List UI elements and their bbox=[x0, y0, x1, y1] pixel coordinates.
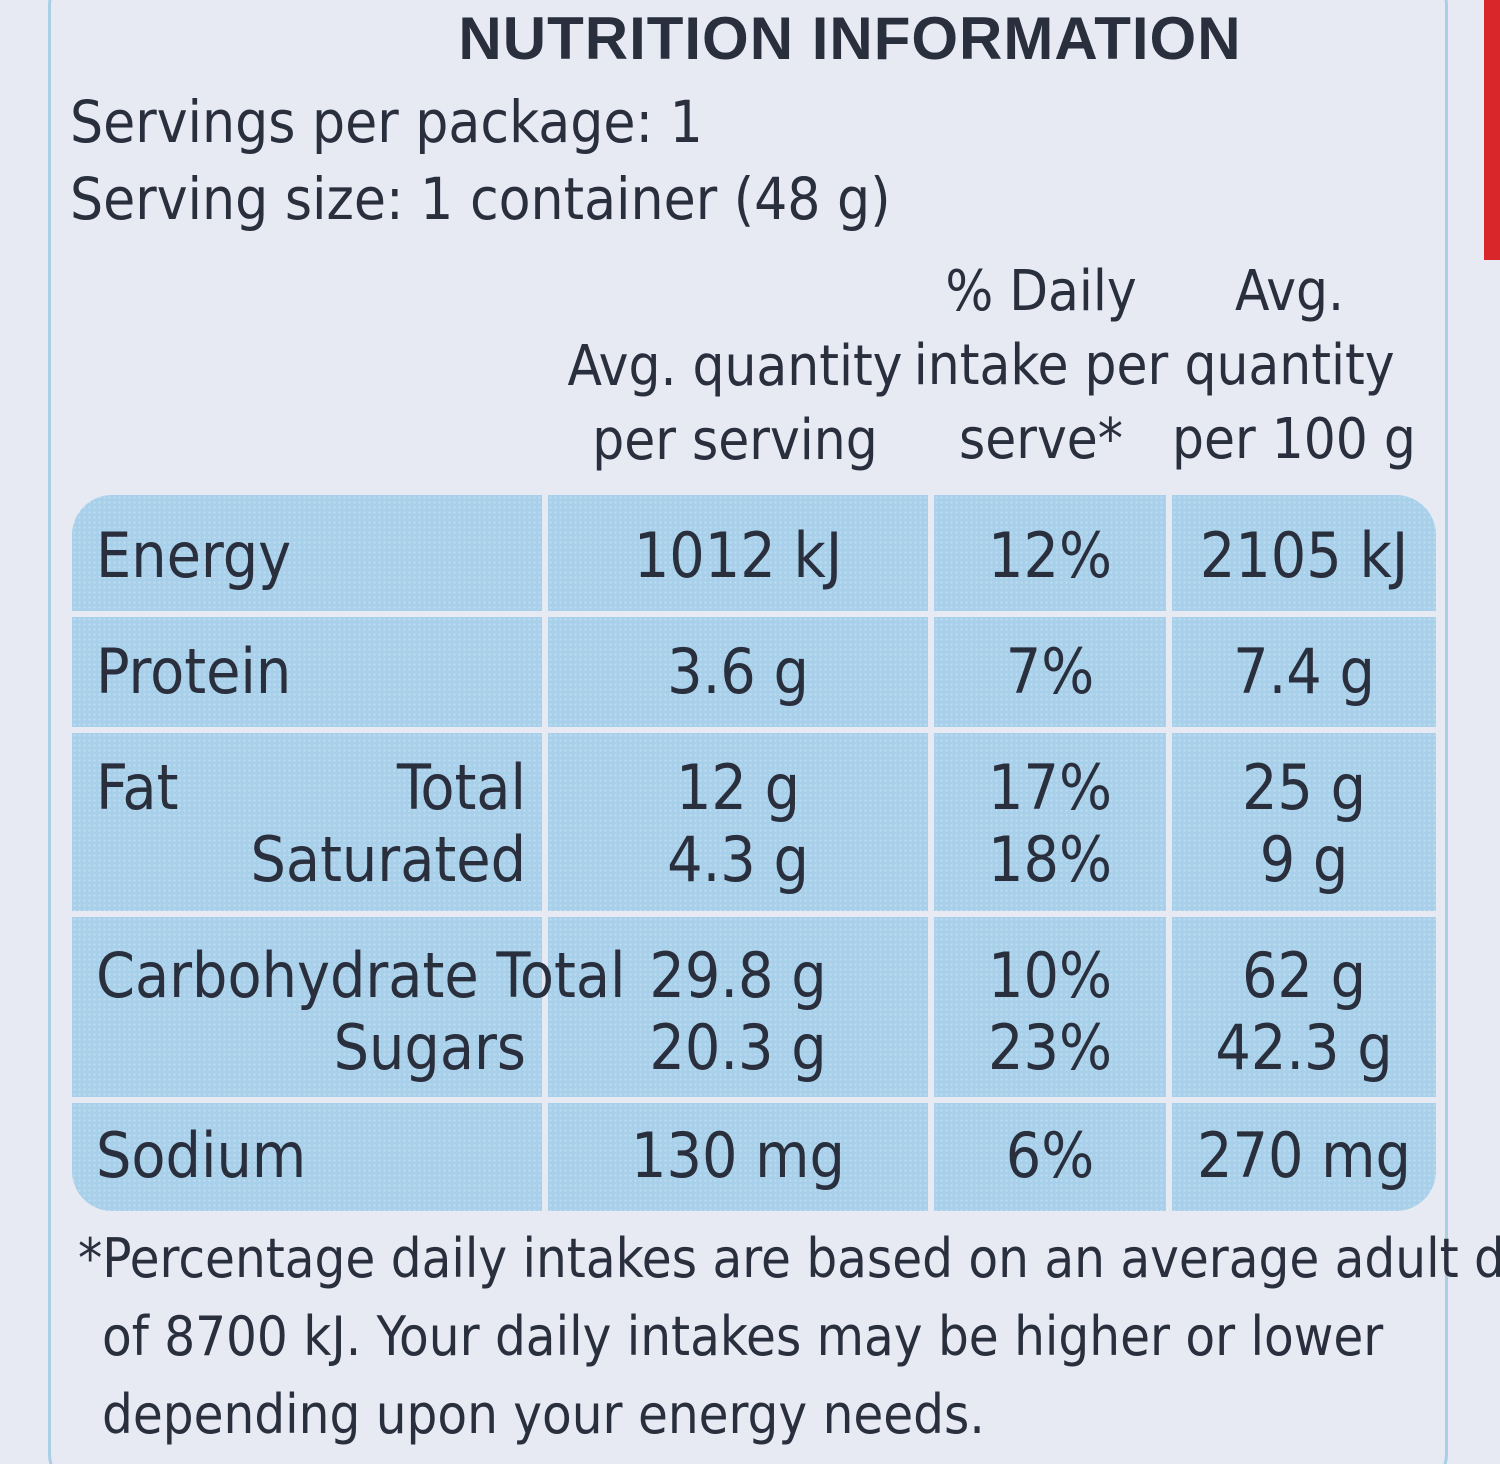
table-cell bbox=[548, 617, 928, 727]
table-cell bbox=[934, 917, 1166, 1097]
table-cell bbox=[1172, 733, 1436, 911]
value-per-100g: 7.4 g bbox=[1233, 635, 1375, 708]
serving-size: Serving size: 1 container (48 g) bbox=[70, 165, 891, 233]
table-cell bbox=[934, 1103, 1166, 1211]
table-cell bbox=[548, 733, 928, 911]
column-header-line: intake per bbox=[913, 333, 1169, 398]
table-cell bbox=[1172, 1103, 1436, 1211]
value-per-serving: 29.8 g bbox=[649, 939, 827, 1012]
table-cell bbox=[934, 733, 1166, 911]
label-border bbox=[48, 0, 1448, 1464]
column-header-per-100g: Avg. quantity per 100 g bbox=[1172, 255, 1416, 477]
table-row-carbohydrate: Carbohydrate Total 29.8 g 10% 62 g Sugar… bbox=[72, 917, 1436, 1097]
servings-per-package: Servings per package: 1 bbox=[70, 88, 703, 156]
table-cell bbox=[72, 617, 542, 727]
value-per-serving: 12 g bbox=[675, 751, 801, 824]
column-header-line: per serving bbox=[592, 408, 878, 473]
column-header-line: quantity bbox=[1184, 333, 1395, 398]
value-daily-intake: 17% bbox=[988, 751, 1112, 824]
page-title: NUTRITION INFORMATION bbox=[458, 5, 1242, 72]
column-header-per-serving: Avg. quantity per serving bbox=[560, 330, 910, 478]
value-daily-intake: 10% bbox=[988, 939, 1112, 1012]
sub-row-label: Total bbox=[396, 751, 526, 824]
value-daily-intake: 23% bbox=[988, 1011, 1112, 1084]
value-per-serving: 1012 kJ bbox=[633, 519, 843, 592]
row-label: Protein bbox=[96, 635, 292, 708]
table-cell bbox=[72, 733, 542, 911]
column-header-daily-intake: % Daily intake per serve* bbox=[910, 255, 1172, 477]
column-header-line: % Daily bbox=[945, 259, 1137, 324]
value-per-100g: 270 mg bbox=[1197, 1119, 1411, 1192]
table-row-fat: Fat Total 12 g 17% 25 g Saturated 4.3 g … bbox=[72, 733, 1436, 911]
table-cell bbox=[548, 495, 928, 611]
value-per-serving: 130 mg bbox=[631, 1119, 845, 1192]
value-per-100g: 62 g bbox=[1241, 939, 1367, 1012]
value-per-100g: 25 g bbox=[1241, 751, 1367, 824]
row-label: Sodium bbox=[96, 1119, 307, 1192]
footnote-line: depending upon your energy needs. bbox=[102, 1383, 985, 1446]
column-header-line: Avg. bbox=[1235, 259, 1344, 324]
table-cell bbox=[1172, 617, 1436, 727]
table-cell bbox=[1172, 495, 1436, 611]
table-row-sodium: Sodium 130 mg 6% 270 mg bbox=[72, 1103, 1436, 1211]
table-cell bbox=[548, 917, 928, 1097]
value-per-serving: 4.3 g bbox=[667, 823, 809, 896]
table-cell bbox=[72, 495, 542, 611]
nutrition-table: Energy 1012 kJ 12% 2105 kJ Protein 3.6 g… bbox=[72, 495, 1436, 1211]
column-header-line: per 100 g bbox=[1172, 407, 1416, 472]
table-cell bbox=[934, 495, 1166, 611]
footnote: *Percentage daily intakes are based on a… bbox=[78, 1220, 1500, 1454]
table-cell bbox=[548, 1103, 928, 1211]
table-cell bbox=[1172, 917, 1436, 1097]
row-label: Carbohydrate Total bbox=[96, 939, 626, 1012]
package-edge bbox=[1484, 0, 1500, 260]
table-row-protein: Protein 3.6 g 7% 7.4 g bbox=[72, 617, 1436, 727]
footnote-line: of 8700 kJ. Your daily intakes may be hi… bbox=[102, 1305, 1384, 1368]
value-per-serving: 3.6 g bbox=[667, 635, 809, 708]
row-label: Fat bbox=[96, 751, 179, 824]
value-per-100g: 2105 kJ bbox=[1199, 519, 1409, 592]
value-daily-intake: 18% bbox=[988, 823, 1112, 896]
column-header-line: serve* bbox=[959, 407, 1123, 472]
table-cell bbox=[72, 917, 542, 1097]
footnote-line: *Percentage daily intakes are based on a… bbox=[78, 1227, 1500, 1290]
value-per-serving: 20.3 g bbox=[649, 1011, 827, 1084]
sub-row-label: Saturated bbox=[250, 823, 526, 896]
value-daily-intake: 6% bbox=[1005, 1119, 1095, 1192]
value-daily-intake: 12% bbox=[988, 519, 1112, 592]
table-row-energy: Energy 1012 kJ 12% 2105 kJ bbox=[72, 495, 1436, 611]
value-per-100g: 42.3 g bbox=[1215, 1011, 1393, 1084]
sub-row-label: Sugars bbox=[333, 1011, 526, 1084]
table-cell bbox=[934, 617, 1166, 727]
row-label: Energy bbox=[96, 519, 292, 592]
table-cell bbox=[72, 1103, 542, 1211]
value-daily-intake: 7% bbox=[1005, 635, 1095, 708]
column-header-line: Avg. quantity bbox=[567, 334, 903, 399]
value-per-100g: 9 g bbox=[1259, 823, 1349, 896]
